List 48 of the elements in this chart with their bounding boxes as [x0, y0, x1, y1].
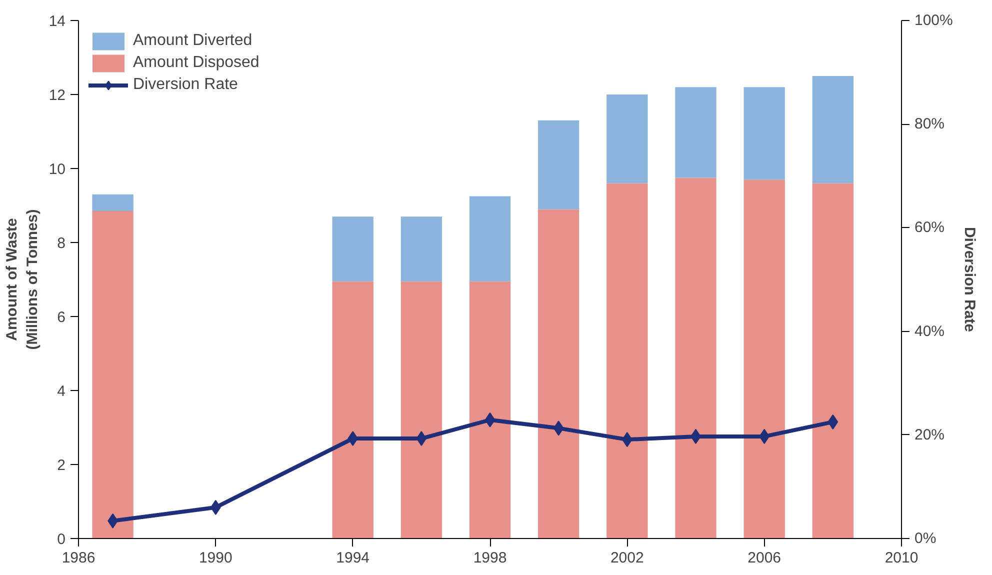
x-tick-label: 1986: [62, 550, 96, 566]
bar: [469, 281, 511, 538]
point: [416, 431, 427, 446]
bar: [606, 94, 648, 184]
x-tick-label: 2002: [610, 550, 644, 566]
bar: [538, 120, 580, 210]
y2-axis-title: Diversion Rate: [960, 226, 978, 332]
bar: [675, 178, 716, 538]
bar: [400, 216, 442, 282]
y2-tick-label: 40%: [914, 322, 945, 340]
bar: [675, 87, 716, 178]
legend-label: Amount Diverted: [133, 32, 252, 50]
point: [828, 414, 838, 430]
point: [553, 420, 564, 436]
y2-tick-label: 100%: [914, 12, 953, 29]
bar: [744, 87, 785, 180]
y-axis-title: Amount of Waste (Millions of Tonnes): [3, 209, 41, 350]
bar: [332, 216, 374, 282]
y2-tick-label: 80%: [914, 116, 945, 133]
y2-tick-label: 60%: [914, 219, 945, 236]
x-tick-label: 1990: [198, 550, 232, 566]
bar: [606, 183, 648, 538]
bar: [92, 194, 134, 212]
legend-label: Amount Disposed: [133, 54, 260, 72]
bar: [744, 180, 785, 538]
bar: [538, 209, 580, 538]
y2-tick-label: 0%: [914, 530, 936, 547]
y-tick-label: 6: [57, 309, 66, 326]
bar: [469, 196, 511, 282]
point: [484, 412, 496, 428]
y2-tick-label: 20%: [914, 426, 945, 444]
y-tick-label: 14: [48, 13, 66, 30]
x-tick-label: 1994: [336, 550, 370, 566]
y-tick-label: 0: [57, 531, 66, 548]
bar: [400, 281, 442, 538]
y-tick-label: 2: [57, 457, 66, 474]
bar: [812, 76, 854, 184]
legend-label: Diversion Rate: [133, 76, 238, 94]
y-tick-label: 10: [48, 161, 66, 178]
x-tick-label: 2006: [748, 550, 782, 566]
bar: [812, 183, 854, 538]
x-tick-label: 2010: [884, 550, 918, 566]
bar: [332, 281, 374, 538]
y-tick-label: 12: [48, 87, 66, 104]
y-tick-label: 4: [57, 383, 66, 400]
y-tick-label: 8: [57, 235, 66, 252]
x-tick-label: 1998: [473, 550, 507, 566]
bar: [92, 211, 134, 538]
